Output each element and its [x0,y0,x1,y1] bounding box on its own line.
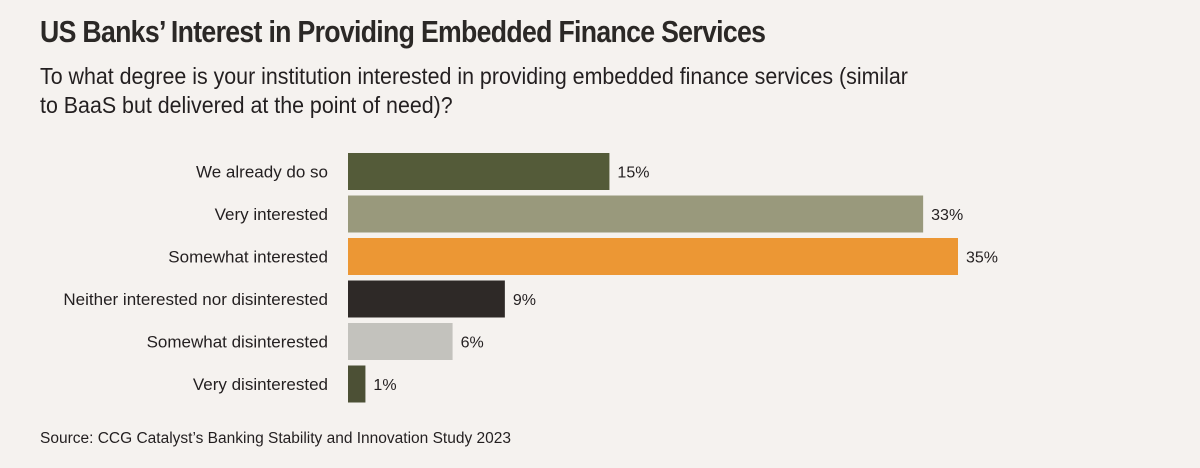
value-label: 33% [931,207,963,224]
subtitle-line: to BaaS but delivered at the point of ne… [40,92,453,118]
category-label: We already do so [196,163,328,182]
category-label: Very interested [215,205,328,224]
source-note: Source: CCG Catalyst’s Banking Stability… [40,430,512,447]
bar [348,365,366,403]
category-label: Neither interested nor disinterested [63,290,328,309]
chart-title: US Banks’ Interest in Providing Embedded… [40,14,766,49]
bar [348,153,610,190]
category-label: Somewhat disinterested [147,333,328,352]
bar [348,280,505,318]
category-label: Very disinterested [193,375,328,394]
value-label: 9% [513,292,536,309]
value-label: 6% [461,335,484,352]
value-label: 35% [966,250,998,267]
bar [348,195,924,233]
bar [348,238,958,275]
category-label: Somewhat interested [168,248,328,267]
bar [348,323,453,360]
value-label: 15% [617,165,649,182]
value-label: 1% [373,377,396,394]
chart-subtitle: To what degree is your institution inter… [40,62,1063,120]
subtitle-line: To what degree is your institution inter… [40,63,908,89]
